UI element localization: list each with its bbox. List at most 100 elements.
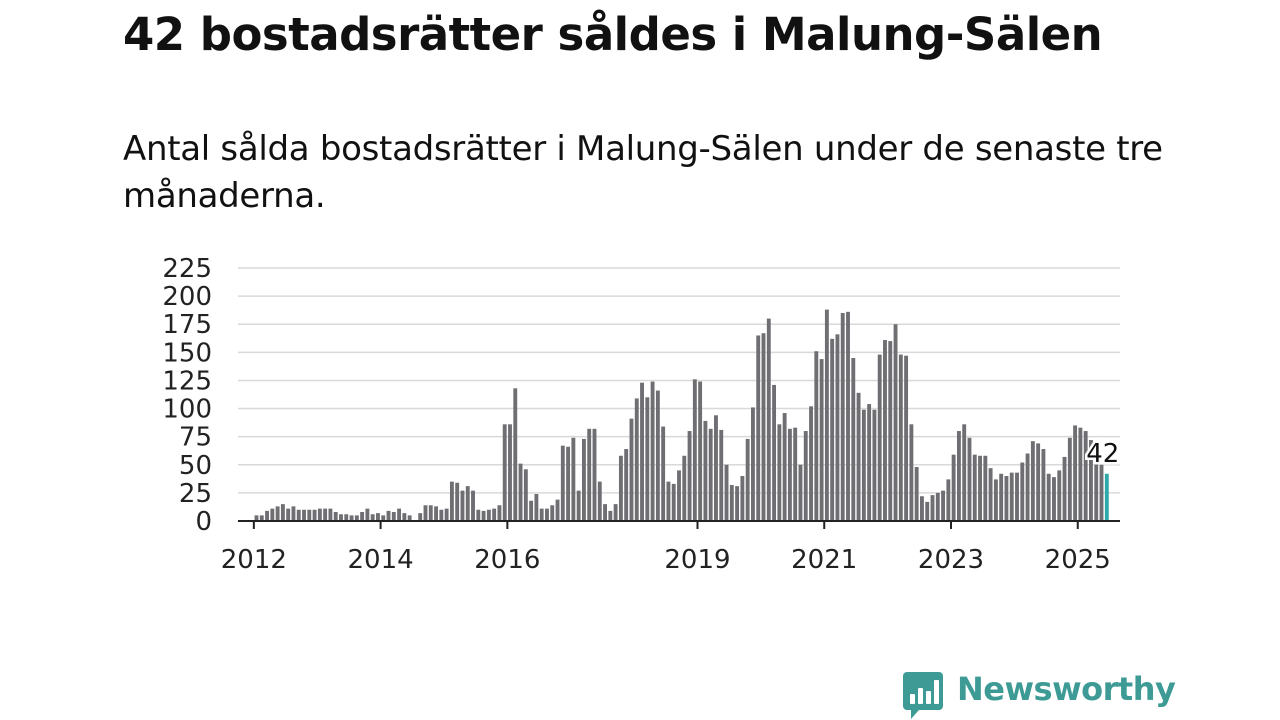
bar — [1052, 477, 1056, 521]
bar — [391, 512, 396, 521]
bar — [518, 463, 523, 521]
bar — [983, 455, 988, 521]
bar — [951, 454, 956, 521]
bar — [793, 427, 798, 521]
newsworthy-chat-bars-icon — [903, 672, 943, 719]
bars — [254, 309, 1109, 521]
x-tick-label: 2023 — [918, 545, 984, 575]
bar — [687, 431, 692, 521]
bar — [307, 509, 312, 521]
bar — [444, 508, 449, 521]
bar — [756, 335, 761, 521]
bar — [851, 357, 856, 521]
bar — [714, 415, 718, 521]
bar — [455, 482, 460, 521]
bar — [898, 354, 903, 521]
x-tick-label: 2014 — [348, 545, 414, 575]
bar — [439, 509, 444, 521]
bar — [1067, 437, 1072, 521]
bar — [1041, 449, 1046, 521]
y-tick-label: 25 — [179, 479, 212, 509]
bar — [587, 428, 592, 521]
bar — [761, 333, 766, 521]
bar — [692, 379, 697, 521]
bar — [465, 486, 470, 521]
bar — [634, 398, 639, 521]
bar — [333, 512, 338, 521]
bar — [571, 437, 576, 521]
bar — [275, 506, 280, 521]
x-tick-label: 2019 — [664, 545, 730, 575]
last-value-label: 42 — [1086, 439, 1119, 469]
bar — [772, 384, 777, 521]
bar — [962, 424, 967, 521]
bar — [972, 454, 977, 521]
bar — [1030, 441, 1035, 521]
bar — [703, 420, 708, 521]
bar — [835, 334, 840, 521]
bar — [956, 431, 961, 521]
bar — [824, 309, 829, 521]
bar — [449, 481, 454, 521]
bar — [719, 429, 724, 521]
bar — [502, 424, 507, 521]
bar — [539, 508, 544, 521]
bar — [312, 509, 317, 521]
bar — [613, 504, 618, 521]
bar — [339, 514, 343, 521]
bar — [883, 339, 887, 521]
bar — [677, 470, 681, 521]
bar — [640, 382, 644, 521]
bar — [566, 446, 571, 521]
bar — [1073, 425, 1078, 521]
bar — [418, 513, 423, 521]
bar — [349, 515, 354, 521]
bar — [1078, 427, 1083, 521]
bar — [402, 513, 407, 521]
bar — [861, 409, 866, 521]
bar — [370, 514, 375, 521]
bar — [576, 490, 581, 521]
bar — [360, 512, 365, 521]
bar — [434, 506, 438, 521]
bar — [830, 338, 835, 521]
bar — [698, 381, 703, 521]
bar-highlight — [1104, 473, 1109, 521]
bar — [317, 508, 322, 521]
chart-title: 42 bostadsrätter såldes i Malung-Sälen — [123, 8, 1103, 61]
bar — [888, 341, 893, 521]
bar — [1099, 464, 1104, 521]
bar — [967, 437, 972, 521]
bar — [920, 496, 924, 521]
bar — [428, 505, 433, 521]
bar — [655, 390, 660, 521]
bar — [1094, 455, 1099, 521]
brand-name: Newsworthy — [957, 670, 1176, 708]
bar — [777, 424, 782, 521]
y-tick-label: 0 — [195, 507, 212, 537]
bar — [930, 495, 935, 521]
bar — [856, 392, 861, 521]
bar — [671, 483, 676, 521]
bar — [608, 510, 613, 521]
bar — [381, 515, 386, 521]
bar — [460, 490, 465, 521]
bar — [270, 508, 275, 521]
x-tick-label: 2025 — [1045, 545, 1111, 575]
x-tick-label: 2021 — [791, 545, 857, 575]
bar — [323, 508, 328, 521]
bar — [365, 508, 370, 521]
bar — [814, 351, 819, 521]
bar — [999, 473, 1004, 521]
bar — [925, 501, 930, 521]
bar — [1025, 453, 1030, 521]
bar — [529, 500, 534, 521]
bar — [978, 455, 982, 521]
bar — [904, 355, 909, 521]
bar — [1057, 470, 1062, 521]
bar — [376, 513, 380, 521]
x-tick-label: 2012 — [221, 545, 287, 575]
bar — [328, 508, 333, 521]
y-tick-label: 50 — [179, 451, 212, 481]
y-tick-label: 150 — [162, 338, 212, 368]
